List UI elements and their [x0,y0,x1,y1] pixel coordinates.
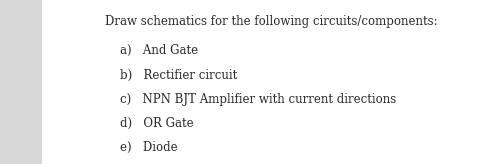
Text: Draw schematics for the following circuits/components:: Draw schematics for the following circui… [105,15,437,28]
FancyBboxPatch shape [0,0,41,164]
Text: d)   OR Gate: d) OR Gate [120,117,193,130]
Text: c)   NPN BJT Amplifier with current directions: c) NPN BJT Amplifier with current direct… [120,93,395,106]
Text: e)   Diode: e) Diode [120,141,177,154]
Text: a)   And Gate: a) And Gate [120,44,198,57]
Text: b)   Rectifier circuit: b) Rectifier circuit [120,69,237,82]
